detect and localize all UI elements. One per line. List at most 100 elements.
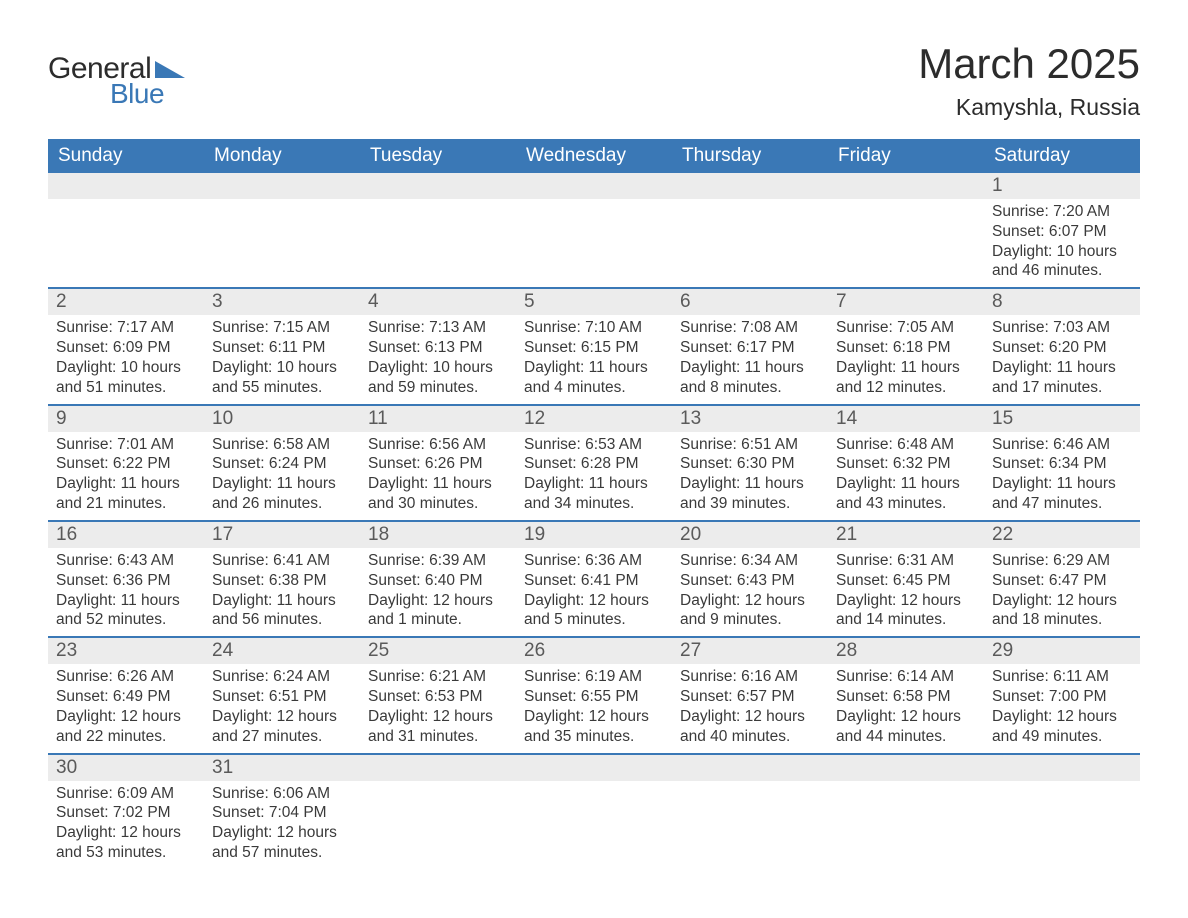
calendar-cell: 29Sunrise: 6:11 AMSunset: 7:00 PMDayligh… [984,637,1140,753]
day-data [360,781,516,801]
day-number: 4 [360,289,516,315]
sunrise-line: Sunrise: 6:31 AM [836,551,976,571]
calendar-cell: 25Sunrise: 6:21 AMSunset: 6:53 PMDayligh… [360,637,516,753]
weekday-header: Tuesday [360,139,516,173]
sunset-line: Sunset: 6:22 PM [56,454,196,474]
day-number: 19 [516,522,672,548]
daylight-line2: and 57 minutes. [212,843,352,863]
day-number: 8 [984,289,1140,315]
day-number [516,173,672,199]
sunset-line: Sunset: 6:36 PM [56,571,196,591]
day-number: 23 [48,638,204,664]
calendar-cell: 13Sunrise: 6:51 AMSunset: 6:30 PMDayligh… [672,405,828,521]
daylight-line1: Daylight: 11 hours [680,358,820,378]
day-number: 31 [204,755,360,781]
sunrise-line: Sunrise: 6:56 AM [368,435,508,455]
daylight-line2: and 18 minutes. [992,610,1132,630]
daylight-line2: and 43 minutes. [836,494,976,514]
day-data: Sunrise: 6:21 AMSunset: 6:53 PMDaylight:… [360,664,516,752]
calendar-cell [516,754,672,869]
daylight-line1: Daylight: 12 hours [992,591,1132,611]
day-number: 18 [360,522,516,548]
day-number: 29 [984,638,1140,664]
day-data: Sunrise: 7:05 AMSunset: 6:18 PMDaylight:… [828,315,984,403]
sunrise-line: Sunrise: 7:03 AM [992,318,1132,338]
day-number: 15 [984,406,1140,432]
daylight-line2: and 46 minutes. [992,261,1132,281]
daylight-line2: and 47 minutes. [992,494,1132,514]
day-number: 10 [204,406,360,432]
sunset-line: Sunset: 6:11 PM [212,338,352,358]
sunrise-line: Sunrise: 6:14 AM [836,667,976,687]
daylight-line1: Daylight: 11 hours [368,474,508,494]
day-data: Sunrise: 6:56 AMSunset: 6:26 PMDaylight:… [360,432,516,520]
calendar-cell: 24Sunrise: 6:24 AMSunset: 6:51 PMDayligh… [204,637,360,753]
day-data: Sunrise: 6:06 AMSunset: 7:04 PMDaylight:… [204,781,360,869]
calendar-cell: 17Sunrise: 6:41 AMSunset: 6:38 PMDayligh… [204,521,360,637]
day-number [984,755,1140,781]
day-number: 24 [204,638,360,664]
weekday-header: Monday [204,139,360,173]
weekday-header: Wednesday [516,139,672,173]
day-number: 9 [48,406,204,432]
day-data [828,199,984,219]
daylight-line2: and 51 minutes. [56,378,196,398]
sunrise-line: Sunrise: 6:21 AM [368,667,508,687]
day-data: Sunrise: 7:20 AMSunset: 6:07 PMDaylight:… [984,199,1140,287]
daylight-line2: and 44 minutes. [836,727,976,747]
day-data: Sunrise: 6:19 AMSunset: 6:55 PMDaylight:… [516,664,672,752]
day-data: Sunrise: 6:41 AMSunset: 6:38 PMDaylight:… [204,548,360,636]
daylight-line2: and 56 minutes. [212,610,352,630]
daylight-line1: Daylight: 12 hours [680,591,820,611]
daylight-line1: Daylight: 10 hours [368,358,508,378]
sunset-line: Sunset: 6:32 PM [836,454,976,474]
day-data [984,781,1140,801]
daylight-line2: and 40 minutes. [680,727,820,747]
sunrise-line: Sunrise: 6:53 AM [524,435,664,455]
day-number: 27 [672,638,828,664]
title-block: March 2025 Kamyshla, Russia [918,40,1140,121]
sunset-line: Sunset: 6:38 PM [212,571,352,591]
calendar-cell [360,173,516,288]
daylight-line2: and 55 minutes. [212,378,352,398]
sunset-line: Sunset: 6:41 PM [524,571,664,591]
sunrise-line: Sunrise: 6:06 AM [212,784,352,804]
calendar-cell: 18Sunrise: 6:39 AMSunset: 6:40 PMDayligh… [360,521,516,637]
sunrise-line: Sunrise: 7:20 AM [992,202,1132,222]
daylight-line2: and 30 minutes. [368,494,508,514]
daylight-line1: Daylight: 12 hours [212,823,352,843]
sunrise-line: Sunrise: 6:11 AM [992,667,1132,687]
sunset-line: Sunset: 6:47 PM [992,571,1132,591]
calendar-cell [360,754,516,869]
day-number: 20 [672,522,828,548]
sunset-line: Sunset: 6:43 PM [680,571,820,591]
sunrise-line: Sunrise: 6:16 AM [680,667,820,687]
daylight-line1: Daylight: 12 hours [524,591,664,611]
calendar-cell: 12Sunrise: 6:53 AMSunset: 6:28 PMDayligh… [516,405,672,521]
sunset-line: Sunset: 6:40 PM [368,571,508,591]
daylight-line2: and 21 minutes. [56,494,196,514]
sunrise-line: Sunrise: 7:15 AM [212,318,352,338]
calendar-cell: 9Sunrise: 7:01 AMSunset: 6:22 PMDaylight… [48,405,204,521]
daylight-line1: Daylight: 11 hours [524,358,664,378]
day-data: Sunrise: 6:14 AMSunset: 6:58 PMDaylight:… [828,664,984,752]
sunrise-line: Sunrise: 6:36 AM [524,551,664,571]
daylight-line2: and 31 minutes. [368,727,508,747]
sunset-line: Sunset: 7:00 PM [992,687,1132,707]
daylight-line2: and 39 minutes. [680,494,820,514]
day-data: Sunrise: 6:26 AMSunset: 6:49 PMDaylight:… [48,664,204,752]
sunset-line: Sunset: 6:55 PM [524,687,664,707]
day-data: Sunrise: 6:36 AMSunset: 6:41 PMDaylight:… [516,548,672,636]
daylight-line1: Daylight: 12 hours [212,707,352,727]
day-number: 13 [672,406,828,432]
day-data: Sunrise: 6:53 AMSunset: 6:28 PMDaylight:… [516,432,672,520]
header: General Blue March 2025 Kamyshla, Russia [48,40,1140,121]
daylight-line2: and 5 minutes. [524,610,664,630]
day-data: Sunrise: 6:46 AMSunset: 6:34 PMDaylight:… [984,432,1140,520]
daylight-line1: Daylight: 10 hours [56,358,196,378]
daylight-line1: Daylight: 11 hours [212,591,352,611]
daylight-line1: Daylight: 11 hours [992,358,1132,378]
sunset-line: Sunset: 6:30 PM [680,454,820,474]
sunrise-line: Sunrise: 7:01 AM [56,435,196,455]
sunset-line: Sunset: 6:58 PM [836,687,976,707]
